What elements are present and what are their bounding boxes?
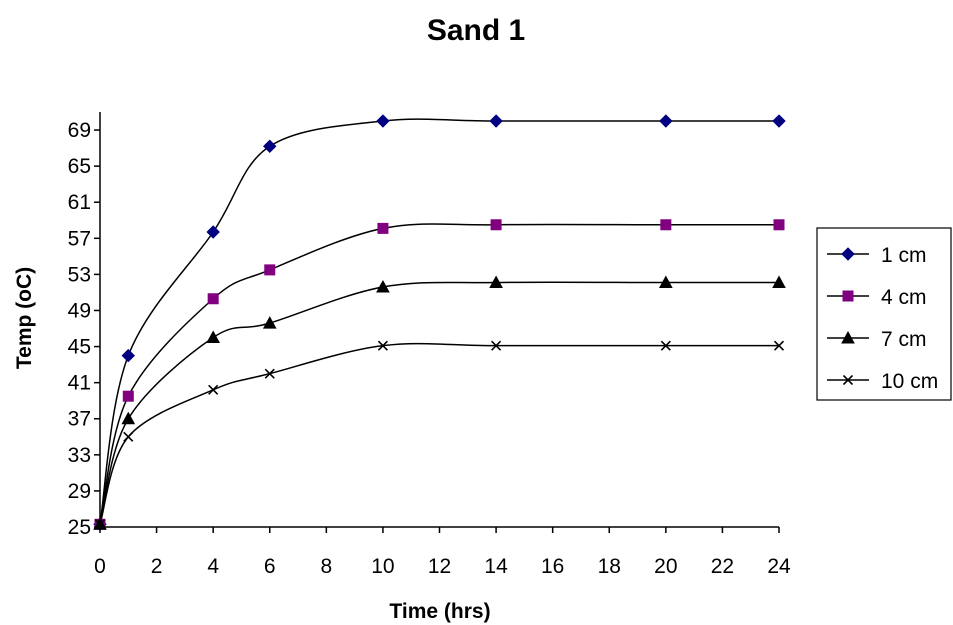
- legend-label: 1 cm: [881, 244, 927, 267]
- x-tick-label: 2: [151, 555, 163, 578]
- y-tick-label: 41: [68, 372, 91, 395]
- y-axis-title: Temp (oC): [13, 267, 36, 369]
- y-tick-label: 49: [68, 299, 91, 322]
- series-line-4: [99, 342, 779, 525]
- data-point-1: [772, 114, 786, 128]
- legend-marker: [841, 247, 855, 261]
- data-point-1: [489, 114, 503, 128]
- x-tick-label: 12: [428, 555, 451, 578]
- x-axis-title: Time (hrs): [389, 600, 490, 623]
- x-tick-label: 4: [207, 555, 219, 578]
- data-point-4: [208, 384, 219, 395]
- legend-label: 10 cm: [881, 370, 938, 393]
- x-tick-label: 22: [711, 555, 734, 578]
- marker-stroke: [842, 374, 854, 386]
- y-tick-label: 69: [68, 119, 91, 142]
- series-line-2: [99, 223, 779, 525]
- legend: 1 cm 4 cm 7 cm 10 cm: [816, 227, 952, 401]
- y-tick-label: 33: [68, 444, 91, 467]
- data-point-4: [94, 519, 106, 530]
- y-tick-label: 45: [68, 336, 91, 359]
- series-line-1: [99, 118, 779, 525]
- x-tick-label: 20: [654, 555, 677, 578]
- legend-box: [816, 227, 952, 401]
- marker-stroke: [208, 384, 219, 395]
- marker-stroke: [377, 340, 388, 351]
- legend-marker: [841, 330, 855, 344]
- y-tick-label: 61: [68, 191, 91, 214]
- data-point-3: [376, 279, 390, 293]
- data-point-3: [772, 275, 786, 289]
- data-point-3: [121, 411, 136, 425]
- series-line-3: [99, 281, 779, 525]
- chart-title: Sand 1: [427, 14, 525, 47]
- data-point-4: [377, 340, 388, 351]
- x-tick-label: 8: [320, 555, 332, 578]
- data-point-2: [207, 293, 219, 305]
- x-tick-label: 14: [484, 555, 508, 578]
- legend-label: 4 cm: [881, 286, 927, 309]
- data-point-1: [376, 114, 390, 128]
- data-point-2: [773, 219, 785, 231]
- marker-stroke: [123, 431, 134, 442]
- data-point-3: [206, 330, 221, 344]
- marker-stroke: [264, 368, 275, 379]
- data-point-4: [773, 340, 785, 351]
- legend-label: 7 cm: [881, 328, 927, 351]
- y-tick-label: 65: [68, 155, 91, 178]
- marker-stroke: [773, 340, 785, 351]
- y-tick-label: 29: [68, 480, 91, 503]
- x-tick-label: 16: [541, 555, 564, 578]
- data-point-3: [658, 275, 673, 289]
- data-point-3: [489, 275, 503, 289]
- marker-stroke: [94, 519, 106, 530]
- x-tick-label: 0: [94, 555, 106, 578]
- marker-stroke: [660, 340, 671, 351]
- y-tick-label: 53: [68, 263, 91, 286]
- data-point-1: [206, 225, 220, 239]
- data-point-4: [264, 368, 275, 379]
- data-point-1: [659, 114, 673, 128]
- data-point-2: [490, 219, 502, 231]
- legend-marker: [842, 374, 854, 386]
- legend-marker: [842, 290, 854, 302]
- data-point-2: [377, 222, 389, 234]
- y-tick-label: 57: [68, 227, 91, 250]
- y-tick-label: 37: [68, 408, 91, 431]
- data-point-1: [121, 348, 135, 363]
- x-tick-label: 6: [264, 555, 276, 578]
- data-point-2: [264, 264, 276, 276]
- data-point-2: [122, 390, 134, 402]
- marker-stroke: [491, 340, 502, 351]
- data-point-4: [123, 431, 134, 442]
- x-tick-label: 24: [767, 555, 791, 578]
- data-point-4: [491, 340, 502, 351]
- y-tick-label: 25: [68, 516, 91, 539]
- x-tick-label: 18: [598, 555, 621, 578]
- data-point-1: [263, 139, 277, 153]
- data-point-3: [262, 316, 277, 329]
- data-point-4: [660, 340, 671, 351]
- data-point-2: [660, 219, 672, 231]
- x-tick-label: 10: [371, 555, 394, 578]
